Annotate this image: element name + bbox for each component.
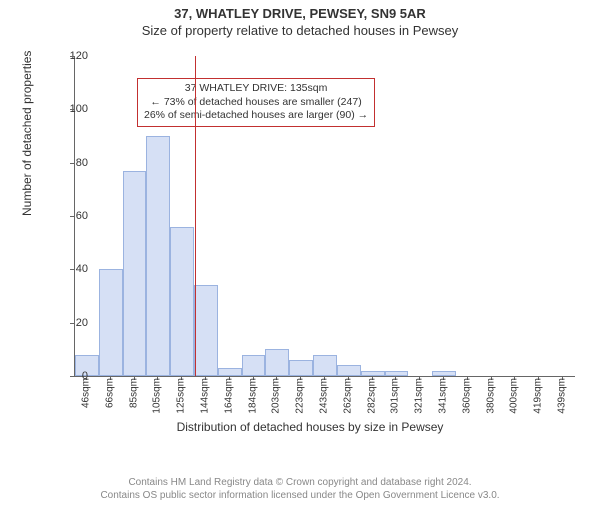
y-tick-mark xyxy=(70,163,74,164)
x-tick-label: 223sqm xyxy=(295,378,306,414)
x-tick-label: 184sqm xyxy=(247,378,258,414)
y-axis-label: Number of detached properties xyxy=(20,51,34,216)
histogram-bar xyxy=(123,171,147,376)
x-axis-label: Distribution of detached houses by size … xyxy=(30,420,590,434)
histogram-bar xyxy=(265,349,289,376)
x-tick-label: 262sqm xyxy=(342,378,353,414)
reference-line xyxy=(195,56,196,376)
histogram-bar xyxy=(289,360,313,376)
x-tick-label: 243sqm xyxy=(319,378,330,414)
page-subtitle: Size of property relative to detached ho… xyxy=(0,23,600,38)
histogram-bar xyxy=(218,368,242,376)
x-tick-label: 419sqm xyxy=(533,378,544,414)
x-tick-label: 360sqm xyxy=(461,378,472,414)
histogram-bar xyxy=(337,365,361,376)
y-tick-mark xyxy=(70,109,74,110)
x-tick-label: 46sqm xyxy=(80,378,91,408)
y-tick-mark xyxy=(70,323,74,324)
footer-line-2: Contains OS public sector information li… xyxy=(0,489,600,502)
y-tick-mark xyxy=(70,216,74,217)
x-tick-label: 321sqm xyxy=(414,378,425,414)
annotation-line-3: 26% of semi-detached houses are larger (… xyxy=(144,109,368,123)
histogram-bar xyxy=(194,285,218,376)
histogram-bar xyxy=(99,269,123,376)
annotation-line-1: 37 WHATLEY DRIVE: 135sqm xyxy=(144,82,368,96)
x-tick-label: 66sqm xyxy=(104,378,115,408)
y-tick-mark xyxy=(70,56,74,57)
footer-attribution: Contains HM Land Registry data © Crown c… xyxy=(0,476,600,502)
x-tick-label: 125sqm xyxy=(176,378,187,414)
x-tick-label: 144sqm xyxy=(199,378,210,414)
y-tick-mark xyxy=(70,376,74,377)
x-tick-label: 439sqm xyxy=(557,378,568,414)
x-tick-label: 301sqm xyxy=(390,378,401,414)
plot-area: 37 WHATLEY DRIVE: 135sqm ← 73% of detach… xyxy=(74,56,575,377)
x-tick-label: 105sqm xyxy=(152,378,163,414)
annotation-box: 37 WHATLEY DRIVE: 135sqm ← 73% of detach… xyxy=(137,78,375,127)
histogram-bar xyxy=(242,355,266,376)
footer-line-1: Contains HM Land Registry data © Crown c… xyxy=(0,476,600,489)
histogram-bar xyxy=(146,136,170,376)
x-tick-label: 85sqm xyxy=(128,378,139,408)
histogram-bar xyxy=(170,227,194,376)
x-tick-label: 400sqm xyxy=(509,378,520,414)
x-tick-label: 282sqm xyxy=(366,378,377,414)
page-title-address: 37, WHATLEY DRIVE, PEWSEY, SN9 5AR xyxy=(0,6,600,21)
x-tick-label: 341sqm xyxy=(438,378,449,414)
x-tick-label: 380sqm xyxy=(485,378,496,414)
x-tick-label: 203sqm xyxy=(271,378,282,414)
histogram-bar xyxy=(313,355,337,376)
chart-container: Number of detached properties 37 WHATLEY… xyxy=(30,48,590,438)
y-tick-mark xyxy=(70,269,74,270)
x-tick-label: 164sqm xyxy=(223,378,234,414)
annotation-line-2: ← 73% of detached houses are smaller (24… xyxy=(144,96,368,110)
